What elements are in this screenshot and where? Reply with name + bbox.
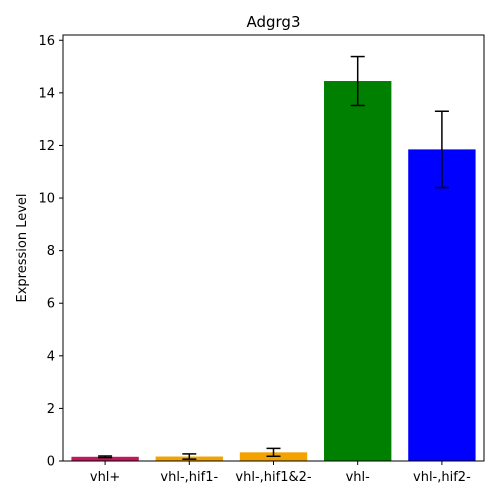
y-tick-label: 14 <box>38 86 55 101</box>
x-tick-label: vhl- <box>346 470 371 485</box>
y-tick-label: 0 <box>47 455 55 470</box>
y-tick-label: 2 <box>47 402 55 417</box>
y-axis-label: Expression Level <box>15 193 30 302</box>
x-tick-label: vhl-,hif1- <box>160 470 218 485</box>
chart-title: Adgrg3 <box>246 13 300 31</box>
y-tick-label: 8 <box>47 244 55 259</box>
y-tick-label: 10 <box>38 192 55 207</box>
x-tick-label: vhl-,hif1&2- <box>235 470 311 485</box>
bar <box>324 81 392 461</box>
x-tick-label: vhl-,hif2- <box>413 470 471 485</box>
x-tick-label: vhl+ <box>90 470 120 485</box>
bar <box>408 149 476 461</box>
y-tick-label: 12 <box>38 139 55 154</box>
plot-area: vhl+ vhl-,hif1- vhl-,hif1&2- vhl-vhl-,hif2-… <box>38 34 485 485</box>
y-tick-label: 16 <box>38 34 55 49</box>
axes-frame <box>62 34 485 462</box>
bar <box>71 456 139 461</box>
y-tick-label: 4 <box>47 349 55 364</box>
y-tick-label: 6 <box>47 297 55 312</box>
